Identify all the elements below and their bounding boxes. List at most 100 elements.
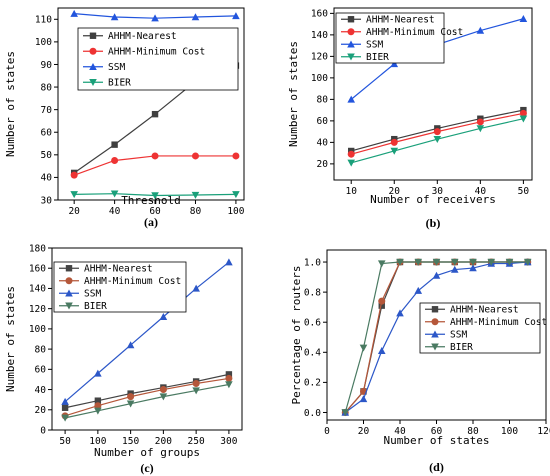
y-tick-label: 80 bbox=[41, 82, 53, 93]
y-tick-label: 160 bbox=[311, 9, 328, 20]
data-point bbox=[61, 397, 69, 405]
data-point bbox=[70, 171, 78, 179]
data-point bbox=[377, 260, 386, 268]
data-point bbox=[396, 258, 404, 266]
data-point bbox=[159, 312, 168, 320]
data-point bbox=[432, 258, 441, 266]
data-point bbox=[94, 402, 102, 410]
x-tick-label: 0 bbox=[324, 426, 330, 437]
series-ahhm-nearest bbox=[61, 371, 233, 411]
legend-marker bbox=[89, 47, 97, 55]
y-axis-label: Number of states bbox=[4, 51, 17, 157]
y-axis-label: Number of states bbox=[287, 41, 300, 147]
y-tick-label: 90 bbox=[41, 60, 53, 71]
data-point bbox=[110, 13, 119, 21]
legend-label: AHHM-Minimum Cost bbox=[84, 276, 181, 287]
data-point bbox=[414, 258, 423, 266]
y-tick-label: 50 bbox=[41, 150, 53, 161]
x-axis-label: Threshold bbox=[121, 194, 181, 207]
y-tick-label: 110 bbox=[35, 15, 52, 26]
data-point bbox=[347, 159, 356, 167]
x-axis-label: Number of receivers bbox=[370, 193, 496, 206]
data-point bbox=[151, 192, 159, 200]
data-point bbox=[378, 302, 385, 309]
chart-panel-a: 20 40 60 80 100 30 40 50 60 70 80 90 100 110 Threshold… bbox=[4, 7, 245, 229]
y-tick-label: 160 bbox=[29, 264, 46, 275]
series-ahhm-minimum-cost bbox=[70, 152, 240, 179]
panel-label: (b) bbox=[426, 216, 441, 230]
legend-marker bbox=[431, 306, 439, 313]
data-point bbox=[225, 371, 233, 378]
y-tick-label: 70 bbox=[41, 105, 53, 116]
legend-marker bbox=[65, 265, 73, 272]
x-tick-label: 30 bbox=[432, 186, 444, 197]
y-tick-label: 140 bbox=[311, 30, 328, 41]
data-point bbox=[433, 128, 441, 136]
data-point bbox=[414, 286, 423, 294]
y-tick-label: 180 bbox=[29, 243, 46, 254]
data-point bbox=[225, 258, 233, 266]
data-point bbox=[519, 14, 528, 22]
x-tick-label: 100 bbox=[89, 436, 106, 447]
y-tick-label: 0.6 bbox=[304, 318, 321, 329]
y-tick-label: 0.4 bbox=[304, 348, 321, 359]
data-point bbox=[151, 14, 159, 22]
plot-frame bbox=[57, 7, 245, 201]
data-point bbox=[523, 258, 532, 266]
data-point bbox=[94, 397, 102, 404]
legend-marker bbox=[89, 62, 97, 70]
data-point bbox=[433, 135, 442, 143]
y-tick-label: 40 bbox=[41, 173, 53, 184]
legend-marker bbox=[431, 318, 439, 326]
data-point bbox=[377, 346, 386, 354]
y-axis-label: Percentage of routers bbox=[290, 265, 303, 404]
data-point bbox=[94, 369, 102, 377]
y-tick-label: 0.8 bbox=[304, 287, 321, 298]
data-point bbox=[476, 125, 485, 133]
legend-label: SSM bbox=[108, 62, 125, 73]
legend-marker bbox=[347, 53, 355, 61]
y-tick-label: 40 bbox=[35, 385, 47, 396]
x-tick-label: 50 bbox=[518, 186, 530, 197]
y-tick-label: 30 bbox=[41, 195, 53, 206]
series-bier bbox=[347, 115, 528, 167]
legend-label: SSM bbox=[366, 40, 383, 51]
data-point bbox=[359, 344, 368, 352]
legend-label: BIER bbox=[108, 78, 131, 89]
data-point bbox=[70, 191, 78, 199]
legend-marker bbox=[89, 79, 97, 87]
legend-marker bbox=[347, 40, 355, 48]
y-tick-label: 100 bbox=[311, 73, 328, 84]
data-point bbox=[94, 407, 102, 415]
series-bier bbox=[61, 381, 233, 422]
series-bier bbox=[70, 190, 240, 200]
data-point bbox=[390, 138, 398, 146]
data-point bbox=[151, 152, 159, 160]
series-ahhm-minimum-cost bbox=[347, 109, 527, 158]
plot-frame bbox=[51, 247, 243, 431]
x-tick-label: 20 bbox=[389, 186, 401, 197]
y-tick-label: 60 bbox=[317, 116, 329, 127]
data-point bbox=[469, 258, 477, 266]
series-line bbox=[64, 383, 230, 419]
legend-label: AHHM-Minimum Cost bbox=[450, 317, 547, 328]
x-axis-label: Number of states bbox=[384, 434, 490, 447]
data-point bbox=[347, 150, 355, 158]
data-point bbox=[450, 265, 459, 273]
data-point bbox=[192, 379, 200, 387]
panel-label: (a) bbox=[144, 215, 158, 229]
y-tick-label: 0.0 bbox=[304, 408, 321, 419]
data-point bbox=[110, 190, 119, 198]
data-point bbox=[191, 152, 199, 160]
chart-panel-d: 0 20 40 60 80 100 120 0.0 0.2 0.4 0.6 0.8 1.0 Number … bbox=[290, 249, 550, 474]
data-point bbox=[378, 297, 386, 305]
x-tick-label: 100 bbox=[227, 206, 244, 217]
series-line bbox=[64, 373, 230, 409]
legend-marker bbox=[431, 330, 439, 338]
y-tick-label: 20 bbox=[317, 159, 329, 170]
data-point bbox=[192, 284, 200, 292]
x-tick-label: 250 bbox=[188, 436, 205, 447]
data-point bbox=[347, 95, 356, 103]
